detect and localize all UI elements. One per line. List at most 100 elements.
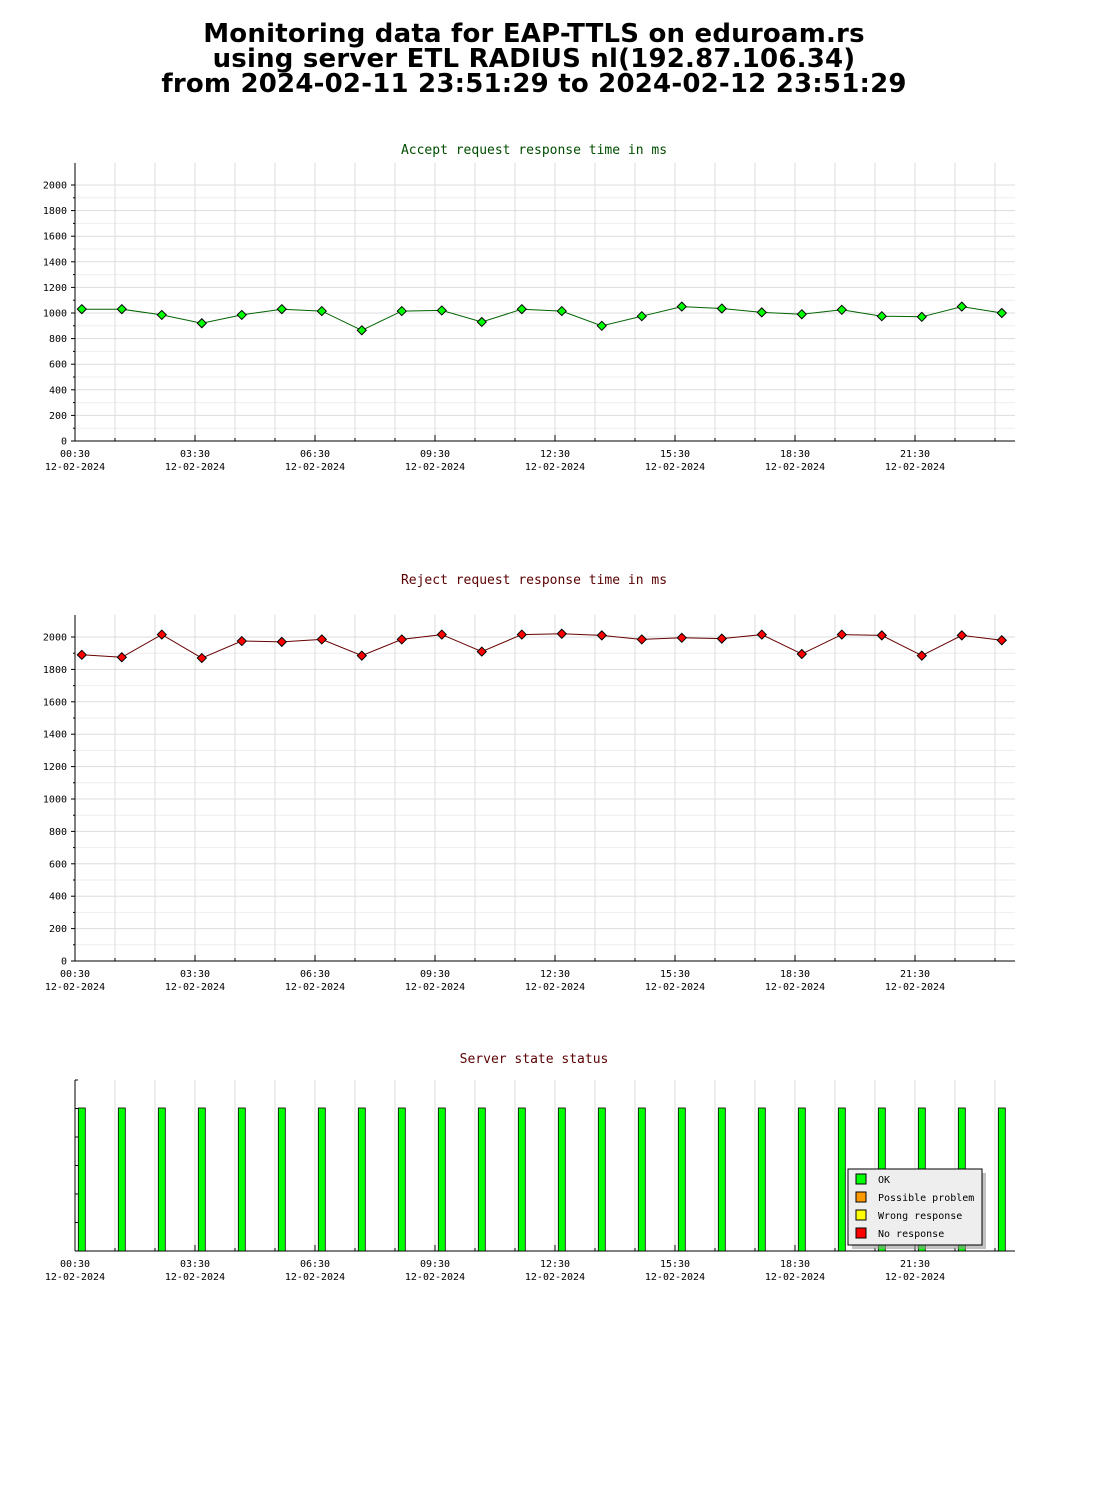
status-x-tick-date: 12-02-2024 [765, 1272, 825, 1283]
accept-data-point [196, 318, 208, 329]
page-title: Monitoring data for EAP-TTLS on eduroam.… [0, 19, 1068, 99]
reject-y-tick-label: 800 [49, 827, 67, 838]
reject-x-tick-time: 21:30 [900, 969, 930, 980]
status-x-tick-time: 03:30 [180, 1259, 210, 1270]
accept-x-tick-time: 09:30 [420, 449, 450, 460]
accept-data-point [636, 310, 648, 322]
accept-response-chart: Accept request response time in ms 00:30… [43, 143, 1015, 473]
status-x-tick-date: 12-02-2024 [885, 1272, 945, 1283]
accept-x-tick-date: 12-02-2024 [525, 462, 585, 473]
status-x-tick-time: 15:30 [660, 1259, 690, 1270]
reject-data-point [116, 652, 128, 663]
legend-label-possible-problem: Possible problem [878, 1193, 974, 1204]
reject-x-tick-time: 12:30 [540, 969, 570, 980]
accept-y-tick-label: 400 [49, 385, 67, 396]
accept-data-point [116, 303, 128, 315]
legend-swatch-possible-problem [855, 1191, 867, 1203]
reject-data-point [156, 629, 168, 640]
reject-x-tick-date: 12-02-2024 [285, 982, 345, 993]
status-bar [477, 1107, 486, 1252]
reject-x-tick-date: 12-02-2024 [405, 982, 465, 993]
accept-x-tick-date: 12-02-2024 [45, 462, 105, 473]
reject-y-tick-label: 1600 [43, 697, 67, 708]
title-line-3: from 2024-02-11 23:51:29 to 2024-02-12 2… [161, 69, 907, 99]
status-bar [637, 1107, 646, 1252]
reject-x-tick-date: 12-02-2024 [165, 982, 225, 993]
accept-data-point [796, 309, 808, 320]
accept-data-point [396, 305, 408, 317]
reject-x-tick-time: 15:30 [660, 969, 690, 980]
status-x-tick-date: 12-02-2024 [525, 1272, 585, 1283]
reject-data-point [356, 650, 368, 661]
legend-label-ok: OK [878, 1175, 890, 1186]
reject-data-point [756, 629, 768, 640]
reject-data-point [956, 630, 968, 641]
legend-label-wrong-response: Wrong response [878, 1211, 962, 1222]
reject-x-tick-date: 12-02-2024 [525, 982, 585, 993]
status-bar [197, 1107, 206, 1252]
accept-series-line [81, 306, 1002, 331]
reject-x-tick-time: 06:30 [300, 969, 330, 980]
title-line-2: using server ETL RADIUS nl(192.87.106.34… [212, 44, 856, 74]
status-x-tick-date: 12-02-2024 [405, 1272, 465, 1283]
reject-y-tick-label: 200 [49, 924, 67, 935]
accept-data-point [356, 325, 368, 336]
reject-y-tick-label: 400 [49, 892, 67, 903]
accept-data-point [836, 304, 848, 316]
reject-x-tick-date: 12-02-2024 [645, 982, 705, 993]
reject-x-tick-time: 00:30 [60, 969, 90, 980]
accept-y-tick-label: 1000 [43, 309, 67, 320]
reject-x-tick-time: 18:30 [780, 969, 810, 980]
accept-x-tick-time: 06:30 [300, 449, 330, 460]
accept-chart-title: Accept request response time in ms [401, 143, 667, 158]
title-line-1: Monitoring data for EAP-TTLS on eduroam.… [203, 19, 865, 49]
accept-data-point [596, 320, 608, 332]
reject-x-tick-date: 12-02-2024 [45, 982, 105, 993]
reject-data-point [556, 628, 568, 639]
reject-data-point [596, 630, 608, 641]
legend-swatch-no-response [855, 1227, 867, 1239]
status-bar [437, 1107, 446, 1252]
accept-data-point [276, 303, 288, 315]
status-bar [757, 1107, 766, 1252]
accept-x-tick-date: 12-02-2024 [165, 462, 225, 473]
accept-data-point [956, 301, 968, 312]
reject-data-point [476, 646, 488, 657]
status-bar [837, 1107, 846, 1252]
reject-data-point [716, 633, 728, 644]
status-x-tick-time: 12:30 [540, 1259, 570, 1270]
accept-data-point [436, 305, 448, 316]
accept-y-tick-label: 2000 [43, 181, 67, 192]
reject-x-tick-time: 03:30 [180, 969, 210, 980]
legend-label-no-response: No response [878, 1229, 944, 1240]
reject-data-point [436, 629, 448, 640]
reject-data-point [996, 635, 1008, 646]
accept-data-point [716, 303, 728, 314]
reject-data-point [916, 650, 928, 661]
status-bar [77, 1107, 86, 1252]
reject-data-point [636, 634, 648, 645]
accept-x-tick-date: 12-02-2024 [885, 462, 945, 473]
accept-x-tick-time: 00:30 [60, 449, 90, 460]
accept-y-tick-label: 0 [61, 437, 67, 448]
status-bar [597, 1107, 606, 1252]
reject-y-tick-label: 1200 [43, 762, 67, 773]
accept-data-point [156, 309, 168, 321]
status-x-tick-time: 00:30 [60, 1259, 90, 1270]
status-bar [517, 1107, 526, 1252]
status-bar [717, 1107, 726, 1252]
accept-y-tick-label: 1600 [43, 232, 67, 243]
reject-data-point [876, 630, 888, 641]
status-x-tick-date: 12-02-2024 [285, 1272, 345, 1283]
accept-data-point [676, 301, 688, 312]
reject-y-tick-label: 1800 [43, 665, 67, 676]
accept-x-tick-time: 18:30 [780, 449, 810, 460]
accept-y-tick-label: 600 [49, 360, 67, 371]
reject-y-tick-label: 600 [49, 859, 67, 870]
status-bar [677, 1107, 686, 1252]
reject-y-tick-label: 0 [61, 957, 67, 968]
accept-y-tick-label: 1400 [43, 257, 67, 268]
accept-data-point [476, 316, 488, 328]
accept-x-tick-date: 12-02-2024 [285, 462, 345, 473]
